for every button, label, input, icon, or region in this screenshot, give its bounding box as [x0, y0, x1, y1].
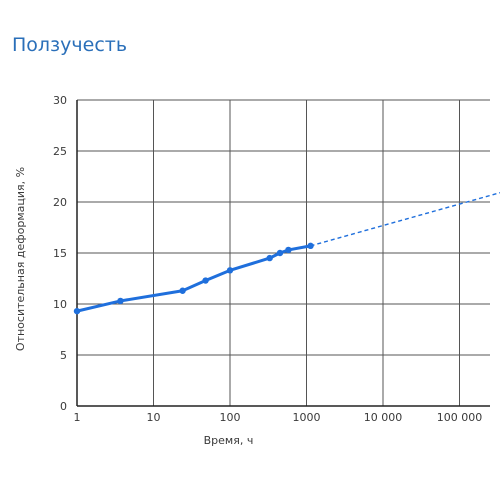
y-tick-label: 5	[60, 349, 67, 362]
y-tick-label: 0	[60, 400, 67, 413]
grid-lines	[77, 99, 490, 406]
data-point	[202, 277, 209, 284]
x-axis-label: Время, ч	[204, 434, 254, 447]
measured-line	[76, 244, 311, 313]
x-tick-label: 1000	[293, 411, 321, 424]
chart-title: Ползучесть	[12, 34, 128, 56]
data-point	[307, 242, 314, 250]
x-tick-label: 10 000	[364, 411, 403, 424]
data-point	[266, 254, 273, 262]
data-point	[117, 297, 124, 305]
y-axis-label: Относительная деформация, %	[14, 167, 27, 351]
y-tick-label: 20	[53, 196, 67, 209]
axes	[76, 100, 490, 407]
y-tick-label: 30	[53, 94, 67, 107]
y-tick-labels: 0 5 10 15 20 25 30	[53, 94, 67, 413]
x-tick-label: 100 000	[437, 411, 483, 424]
x-tick-label: 10	[147, 411, 161, 424]
data-point	[276, 249, 284, 257]
x-tick-label: 100	[220, 411, 241, 424]
x-tick-labels: 1 10 100 1000 10 000 100 000	[74, 411, 483, 424]
data-point	[226, 267, 234, 274]
x-tick-label: 1	[74, 411, 81, 424]
data-point	[179, 287, 186, 294]
projection-line	[310, 191, 500, 247]
y-tick-label: 15	[53, 247, 67, 260]
y-tick-label: 25	[53, 145, 67, 158]
data-point	[285, 246, 292, 254]
y-tick-label: 10	[53, 298, 67, 311]
series-markers	[73, 242, 314, 315]
data-point	[73, 307, 81, 315]
